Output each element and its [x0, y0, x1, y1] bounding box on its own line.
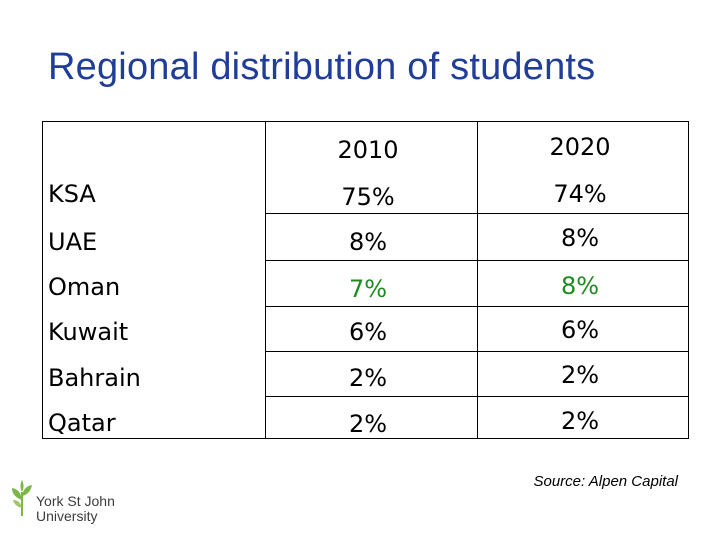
- table-column-divider: [265, 122, 266, 438]
- table-row-region: KSA: [48, 180, 96, 208]
- table-cell-2020: 8%: [560, 272, 600, 300]
- logo-text-line1: York St John: [36, 493, 115, 509]
- table-cell-2020: 74%: [553, 180, 607, 208]
- table-cell-2020: 2%: [560, 407, 600, 435]
- table-row-divider: [265, 396, 688, 397]
- table-row-region: Kuwait: [48, 318, 129, 346]
- table-row-region: Oman: [48, 273, 121, 301]
- table-cell-2010: 7%: [348, 275, 388, 303]
- table-cell-2010: 75%: [341, 183, 395, 211]
- table-row-region: Bahrain: [48, 364, 141, 392]
- table-cell-2020: 8%: [560, 224, 600, 252]
- table-row-divider: [265, 213, 688, 214]
- table-cell-2020: 6%: [560, 316, 600, 344]
- table-row-divider: [265, 260, 688, 261]
- distribution-table: [42, 121, 689, 439]
- university-logo: York St John University: [6, 474, 136, 524]
- table-cell-2010: 6%: [348, 318, 388, 346]
- table-cell-2020: 2%: [560, 361, 600, 389]
- logo-text-line2: University: [36, 508, 98, 524]
- source-caption: Source: Alpen Capital: [533, 473, 678, 490]
- table-cell-2010: 2%: [348, 410, 388, 438]
- table-cell-2010: 2%: [348, 364, 388, 392]
- header-2010: 2010: [337, 136, 399, 164]
- slide-title: Regional distribution of students: [48, 46, 596, 88]
- table-column-divider: [477, 122, 478, 438]
- table-row-region: Qatar: [48, 409, 116, 437]
- leaf-tree-icon: [12, 480, 32, 516]
- table-row-divider: [265, 306, 688, 307]
- header-2020: 2020: [549, 133, 611, 161]
- table-row-divider: [265, 351, 688, 352]
- table-row-region: UAE: [48, 228, 98, 256]
- table-cell-2010: 8%: [348, 228, 388, 256]
